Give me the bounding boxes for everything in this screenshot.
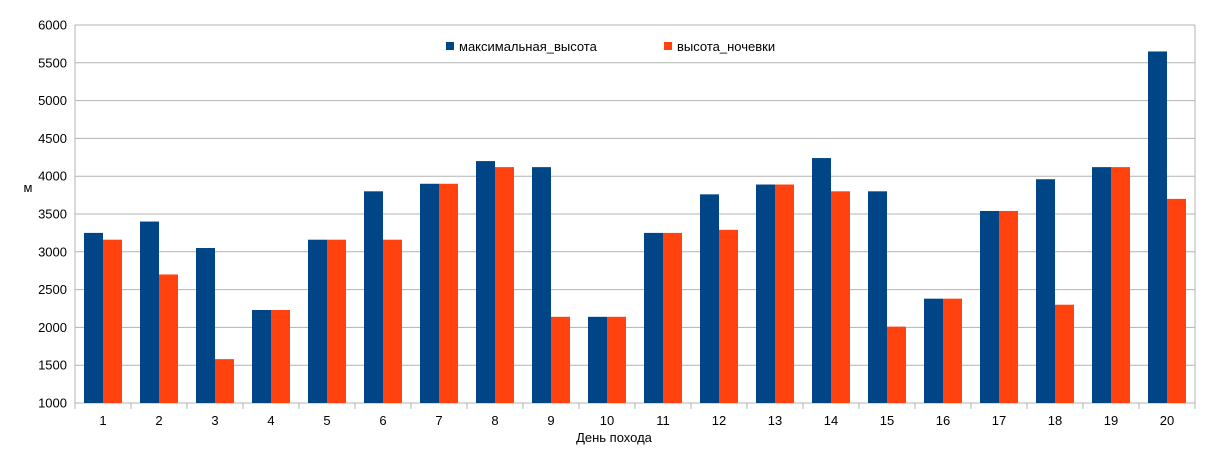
bar-camp-height — [159, 274, 178, 403]
y-tick-label: 1000 — [38, 396, 67, 411]
x-tick-label: 19 — [1104, 413, 1118, 428]
bar-max-height — [812, 158, 831, 403]
legend-label: максимальная_высота — [459, 39, 598, 54]
bar-max-height — [476, 161, 495, 403]
bar-max-height — [364, 191, 383, 403]
bar-camp-height — [607, 316, 626, 403]
y-tick-label: 2000 — [38, 320, 67, 335]
bar-camp-height — [327, 239, 346, 403]
bar-max-height — [196, 248, 215, 403]
x-tick-label: 13 — [768, 413, 782, 428]
bar-max-height — [84, 232, 103, 403]
bar-camp-height — [1167, 198, 1186, 403]
bar-camp-height — [1111, 167, 1130, 403]
bar-camp-height — [439, 183, 458, 403]
bar-camp-height — [1055, 304, 1074, 403]
y-tick-label: 1500 — [38, 358, 67, 373]
bar-max-height — [308, 239, 327, 403]
bar-camp-height — [943, 298, 962, 403]
bar-max-height — [140, 221, 159, 403]
x-tick-label: 6 — [379, 413, 386, 428]
x-tick-label: 8 — [491, 413, 498, 428]
x-tick-label: 9 — [547, 413, 554, 428]
bar-camp-height — [663, 232, 682, 403]
bar-max-height — [252, 310, 271, 403]
bars — [84, 51, 1186, 404]
y-tick-label: 3500 — [38, 207, 67, 222]
bar-max-height — [588, 316, 607, 403]
x-tick-label: 15 — [880, 413, 894, 428]
x-tick-label: 2 — [155, 413, 162, 428]
x-tick-label: 10 — [600, 413, 614, 428]
legend-label: высота_ночевки — [677, 39, 775, 54]
bar-max-height — [924, 298, 943, 403]
x-tick-label: 4 — [267, 413, 274, 428]
x-axis-title: День похода — [576, 430, 653, 445]
bar-camp-height — [999, 210, 1018, 403]
bar-camp-height — [775, 184, 794, 403]
x-tick-label: 20 — [1160, 413, 1174, 428]
x-tick-labels: 1 2 3 4 5 6 7 8 9 10 11 12 13 14 15 16 17 18 19 20 — [99, 413, 1174, 428]
y-tick-label: 2500 — [38, 282, 67, 297]
x-tick-label: 5 — [323, 413, 330, 428]
bar-max-height — [1148, 51, 1167, 404]
bar-max-height — [532, 167, 551, 403]
x-tick-label: 11 — [656, 413, 670, 428]
y-tick-label: 6000 — [38, 18, 67, 33]
bar-camp-height — [383, 239, 402, 403]
y-tick-labels: 1000 1500 2000 2500 3000 3500 4000 4500 5000 5500… — [38, 18, 67, 411]
bar-camp-height — [887, 326, 906, 403]
bar-max-height — [700, 194, 719, 403]
bar-max-height — [1092, 167, 1111, 403]
x-tick-label: 14 — [824, 413, 838, 428]
x-tick-label: 1 — [99, 413, 106, 428]
axes — [74, 25, 1196, 409]
bar-max-height — [868, 191, 887, 403]
legend-swatch — [446, 42, 454, 50]
gridlines — [75, 24, 1195, 404]
bar-camp-height — [271, 310, 290, 403]
x-tick-label: 3 — [211, 413, 218, 428]
y-tick-label: 5000 — [38, 93, 67, 108]
x-tick-label: 16 — [936, 413, 950, 428]
bar-max-height — [420, 183, 439, 403]
bar-camp-height — [215, 359, 234, 403]
bar-max-height — [756, 184, 775, 403]
bar-max-height — [980, 210, 999, 403]
x-tick-label: 17 — [992, 413, 1006, 428]
y-axis-title: м — [24, 180, 33, 195]
bar-max-height — [1036, 179, 1055, 403]
bar-camp-height — [719, 229, 738, 403]
x-tick-label: 7 — [435, 413, 442, 428]
legend: максимальная_высота высота_ночевки — [446, 39, 775, 54]
bar-camp-height — [103, 239, 122, 403]
bar-camp-height — [551, 316, 570, 403]
bar-camp-height — [831, 191, 850, 403]
legend-swatch — [664, 42, 672, 50]
y-tick-label: 3000 — [38, 244, 67, 259]
bar-max-height — [644, 232, 663, 403]
y-tick-label: 4500 — [38, 131, 67, 146]
x-tick-label: 12 — [712, 413, 726, 428]
bar-camp-height — [495, 167, 514, 403]
y-tick-label: 4000 — [38, 169, 67, 184]
x-tick-label: 18 — [1048, 413, 1062, 428]
y-tick-label: 5500 — [38, 55, 67, 70]
